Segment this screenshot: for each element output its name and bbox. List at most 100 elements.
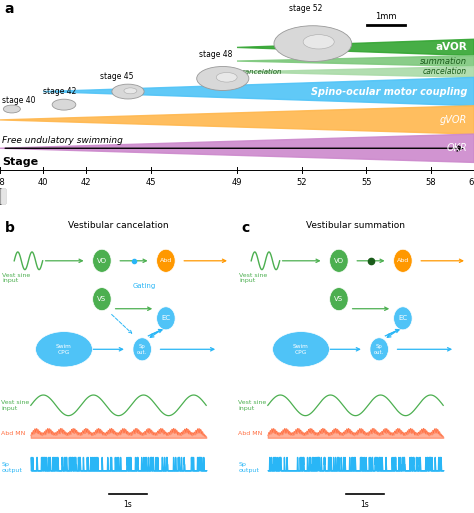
Circle shape — [329, 288, 348, 311]
Bar — [1, 189, 3, 203]
Bar — [2, 189, 4, 203]
Bar — [2, 189, 4, 203]
Polygon shape — [0, 106, 474, 134]
Text: Abd MN: Abd MN — [238, 431, 263, 436]
Bar — [0, 189, 3, 203]
Bar — [2, 189, 5, 203]
Bar — [0, 189, 3, 203]
Bar — [1, 189, 4, 203]
Bar — [1, 189, 4, 203]
Bar — [2, 189, 5, 203]
Circle shape — [274, 26, 352, 62]
Text: Stage: Stage — [2, 157, 38, 167]
Text: stage 45: stage 45 — [100, 72, 133, 81]
Bar — [0, 189, 3, 203]
Text: Vest sine
input: Vest sine input — [238, 400, 266, 411]
Circle shape — [329, 249, 348, 272]
Text: Abd MN: Abd MN — [1, 431, 26, 436]
Bar — [0, 189, 2, 203]
Bar — [0, 189, 3, 203]
Circle shape — [133, 338, 151, 361]
Bar — [0, 189, 3, 203]
Bar — [2, 189, 4, 203]
Bar — [0, 189, 2, 203]
Bar — [1, 189, 4, 203]
Bar — [1, 189, 4, 203]
Bar — [1, 189, 3, 203]
Bar — [0, 189, 3, 203]
Bar — [1, 189, 3, 203]
Circle shape — [52, 99, 76, 110]
Bar — [1, 189, 4, 203]
Bar — [0, 189, 2, 203]
Bar — [1, 189, 3, 203]
Bar — [0, 189, 3, 203]
Text: Swim
CPG: Swim CPG — [56, 344, 72, 354]
Bar — [1, 189, 4, 203]
Bar — [2, 189, 4, 203]
Bar — [2, 189, 4, 203]
Bar — [0, 189, 3, 203]
Bar — [1, 189, 4, 203]
Text: stage 42: stage 42 — [43, 87, 76, 96]
Bar — [0, 189, 3, 203]
Bar — [0, 189, 3, 203]
Bar — [0, 189, 2, 203]
Bar — [0, 189, 2, 203]
Bar — [1, 189, 4, 203]
Bar — [1, 189, 4, 203]
Bar — [2, 189, 5, 203]
Text: stage 40: stage 40 — [2, 95, 36, 105]
Circle shape — [393, 307, 412, 330]
Bar — [2, 189, 5, 203]
Bar — [0, 189, 3, 203]
Text: Gating: Gating — [133, 283, 156, 289]
Polygon shape — [237, 40, 474, 55]
Bar — [1, 189, 4, 203]
Text: 60: 60 — [469, 177, 474, 187]
Bar — [0, 189, 3, 203]
Bar — [1, 189, 3, 203]
Bar — [0, 189, 3, 203]
Text: 58: 58 — [426, 177, 436, 187]
Bar — [1, 189, 4, 203]
Circle shape — [370, 338, 388, 361]
Bar — [2, 189, 4, 203]
Bar — [0, 189, 2, 203]
Bar — [1, 189, 3, 203]
Polygon shape — [237, 55, 474, 67]
Bar — [2, 189, 4, 203]
Bar — [2, 189, 4, 203]
Bar — [2, 189, 4, 203]
Bar — [1, 189, 3, 203]
Bar — [1, 189, 3, 203]
Bar — [0, 189, 2, 203]
Bar — [2, 189, 4, 203]
Bar — [2, 189, 4, 203]
Bar — [0, 189, 3, 203]
Bar — [2, 189, 5, 203]
Polygon shape — [43, 77, 474, 106]
Bar — [1, 189, 4, 203]
Bar — [1, 189, 3, 203]
Circle shape — [216, 72, 237, 82]
Bar — [1, 189, 3, 203]
Text: EC: EC — [161, 315, 171, 321]
Bar — [2, 189, 4, 203]
Text: Abd: Abd — [160, 259, 172, 263]
Bar — [1, 189, 4, 203]
Bar — [2, 189, 4, 203]
Ellipse shape — [36, 331, 92, 367]
Bar — [2, 189, 4, 203]
Circle shape — [156, 307, 175, 330]
Text: Spino-ocular motor coupling: Spino-ocular motor coupling — [310, 87, 467, 96]
Text: VS: VS — [334, 296, 344, 302]
Bar — [2, 189, 4, 203]
Text: Sp
output: Sp output — [1, 462, 22, 472]
Text: VO: VO — [97, 258, 107, 264]
Bar — [0, 189, 2, 203]
Text: Sp
out.: Sp out. — [137, 344, 147, 354]
Bar — [2, 189, 4, 203]
Bar — [2, 189, 4, 203]
Bar — [2, 189, 5, 203]
